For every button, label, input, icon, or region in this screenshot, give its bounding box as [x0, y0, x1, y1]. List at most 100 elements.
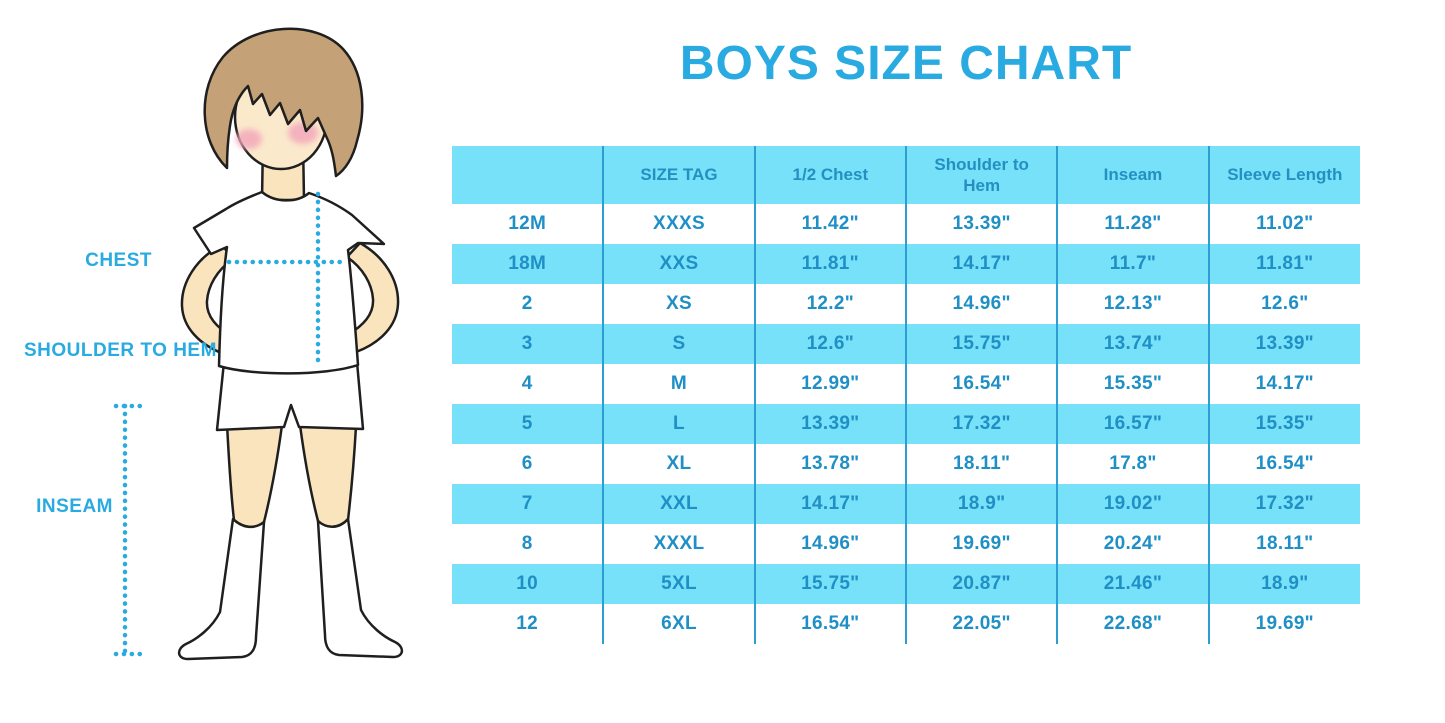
table-cell: XXS: [602, 244, 755, 284]
table-row: 5 L 13.39" 17.32" 16.57" 15.35": [452, 404, 1360, 444]
table-cell: 15.35": [1207, 404, 1360, 444]
table-cell: 19.69": [904, 524, 1058, 564]
column-header-inseam: Inseam: [1056, 146, 1209, 204]
table-row: 6 XL 13.78" 18.11" 17.8" 16.54": [452, 444, 1360, 484]
table-cell: 15.75": [753, 564, 906, 604]
boy-illustration: [113, 27, 404, 661]
left-sock: [177, 517, 266, 661]
table-cell: 11.02": [1207, 204, 1360, 244]
table-cell: 6XL: [602, 604, 755, 644]
table-cell: 4: [452, 364, 604, 404]
table-cell: 18.9": [904, 484, 1058, 524]
table-cell: 17.8": [1056, 444, 1209, 484]
table-cell: XXXS: [602, 204, 755, 244]
inseam-label: INSEAM: [36, 496, 113, 517]
table-cell: 19.69": [1207, 604, 1360, 644]
right-leg: [298, 423, 358, 529]
column-header-half-chest: 1/2 Chest: [753, 146, 906, 204]
table-cell: 16.54": [1207, 444, 1360, 484]
shoulder-to-hem-label: SHOULDER TO HEM: [24, 340, 217, 361]
table-cell: 12.2": [753, 284, 906, 324]
table-row: 7 XXL 14.17" 18.9" 19.02" 17.32": [452, 484, 1360, 524]
page-title: BOYS SIZE CHART: [679, 37, 1133, 90]
table-cell: 2: [452, 284, 604, 324]
right-sock: [316, 517, 404, 659]
table-cell: 19.02": [1056, 484, 1209, 524]
table-cell: 12.99": [753, 364, 906, 404]
table-cell: 12M: [452, 204, 604, 244]
left-cheek: [236, 129, 262, 149]
table-cell: 14.17": [753, 484, 906, 524]
table-cell: 13.78": [753, 444, 906, 484]
table-cell: L: [602, 404, 755, 444]
left-leg: [225, 422, 284, 529]
table-cell: 13.39": [1207, 324, 1360, 364]
table-cell: 5XL: [602, 564, 755, 604]
column-header-shoulder-to-hem: Shoulder to Hem: [904, 146, 1058, 204]
table-cell: M: [602, 364, 755, 404]
table-cell: 18.11": [1207, 524, 1360, 564]
table-cell: 14.96": [753, 524, 906, 564]
table-cell: 14.17": [904, 244, 1058, 284]
t-shirt: [192, 190, 386, 375]
column-header-size-tag: SIZE TAG: [602, 146, 755, 204]
table-cell: 11.7": [1056, 244, 1209, 284]
table-cell: 7: [452, 484, 604, 524]
table-cell: 12.6": [1207, 284, 1360, 324]
table-cell: 6: [452, 444, 604, 484]
table-cell: 14.17": [1207, 364, 1360, 404]
table-cell: 17.32": [1207, 484, 1360, 524]
table-cell: 16.54": [904, 364, 1058, 404]
table-cell: 14.96": [904, 284, 1058, 324]
header-row: SIZE TAG 1/2 Chest Shoulder to Hem Insea…: [452, 146, 1360, 204]
table-cell: 15.75": [904, 324, 1058, 364]
table-row: 12M XXXS 11.42" 13.39" 11.28" 11.02": [452, 204, 1360, 244]
table-cell: 11.28": [1056, 204, 1209, 244]
table-cell: XS: [602, 284, 755, 324]
table-body: 12M XXXS 11.42" 13.39" 11.28" 11.02" 18M XXS 11.…: [452, 204, 1360, 644]
table-cell: 18.11": [904, 444, 1058, 484]
table-cell: S: [602, 324, 755, 364]
table-cell: 22.05": [904, 604, 1058, 644]
table-cell: 12: [452, 604, 604, 644]
table-cell: 13.39": [753, 404, 906, 444]
table-cell: 16.57": [1056, 404, 1209, 444]
table-row: 4 M 12.99" 16.54" 15.35" 14.17": [452, 364, 1360, 404]
chest-label: CHEST: [85, 250, 152, 271]
table-cell: 5: [452, 404, 604, 444]
table-cell: 8: [452, 524, 604, 564]
table-row: 2 XS 12.2" 14.96" 12.13" 12.6": [452, 284, 1360, 324]
hair: [203, 27, 364, 178]
table-cell: 15.35": [1056, 364, 1209, 404]
column-header-sleeve-length: Sleeve Length: [1207, 146, 1360, 204]
table-row: 10 5XL 15.75" 20.87" 21.46" 18.9": [452, 564, 1360, 604]
table-cell: 20.24": [1056, 524, 1209, 564]
table-cell: 12.6": [753, 324, 906, 364]
table-cell: 3: [452, 324, 604, 364]
table-cell: 10: [452, 564, 604, 604]
table-cell: 16.54": [753, 604, 906, 644]
table-header: SIZE TAG 1/2 Chest Shoulder to Hem Insea…: [452, 146, 1360, 204]
table-row: 8 XXXL 14.96" 19.69" 20.24" 18.11": [452, 524, 1360, 564]
table-cell: 11.42": [753, 204, 906, 244]
right-cheek: [288, 122, 318, 144]
table-cell: 21.46": [1056, 564, 1209, 604]
table-cell: 11.81": [1207, 244, 1360, 284]
column-header-size: [452, 146, 604, 204]
table-row: 18M XXS 11.81" 14.17" 11.7" 11.81": [452, 244, 1360, 284]
table-cell: 13.74": [1056, 324, 1209, 364]
table-cell: 12.13": [1056, 284, 1209, 324]
table-cell: 13.39": [904, 204, 1058, 244]
table-cell: 17.32": [904, 404, 1058, 444]
table-cell: XXL: [602, 484, 755, 524]
table-row: 3 S 12.6" 15.75" 13.74" 13.39": [452, 324, 1360, 364]
table-cell: XXXL: [602, 524, 755, 564]
boys-size-table: SIZE TAG 1/2 Chest Shoulder to Hem Insea…: [452, 146, 1360, 644]
table-cell: 18M: [452, 244, 604, 284]
table-cell: XL: [602, 444, 755, 484]
table-cell: 20.87": [904, 564, 1058, 604]
table-cell: 22.68": [1056, 604, 1209, 644]
table-row: 12 6XL 16.54" 22.05" 22.68" 19.69": [452, 604, 1360, 644]
table-cell: 11.81": [753, 244, 906, 284]
